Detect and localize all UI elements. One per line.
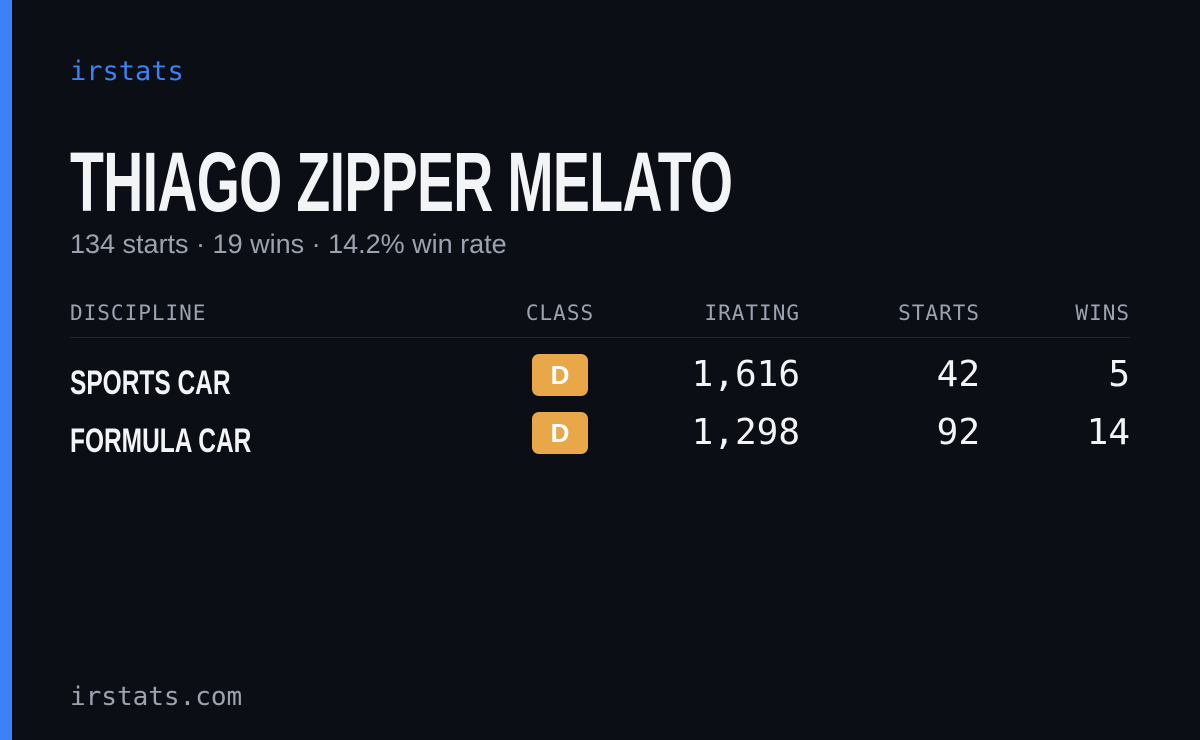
irating: 1,298 [691,412,800,453]
class-badge: D [532,412,588,454]
class-badge: D [532,354,588,396]
starts: 42 [936,354,980,395]
discipline: FORMULA CAR [70,422,252,460]
irating: 1,616 [691,354,800,395]
footer: irstats.com [70,682,243,712]
wins: 5 [1108,354,1130,395]
header-starts: STARTS [898,301,980,325]
header-class: CLASS [525,301,595,325]
header-rule [70,337,1130,338]
starts: 92 [936,412,980,453]
header-irating: IRATING [704,301,800,325]
header-discipline: DISCIPLINE [70,301,207,325]
summary: 134 starts · 19 wins · 14.2% win rate [70,229,507,259]
header-wins: WINS [1075,301,1130,325]
accent-bar [0,0,12,740]
discipline: SPORTS CAR [70,364,231,402]
player-name: THIAGO ZIPPER MELATO [70,135,733,229]
wins: 14 [1086,412,1130,453]
brand: irstats [70,56,184,87]
